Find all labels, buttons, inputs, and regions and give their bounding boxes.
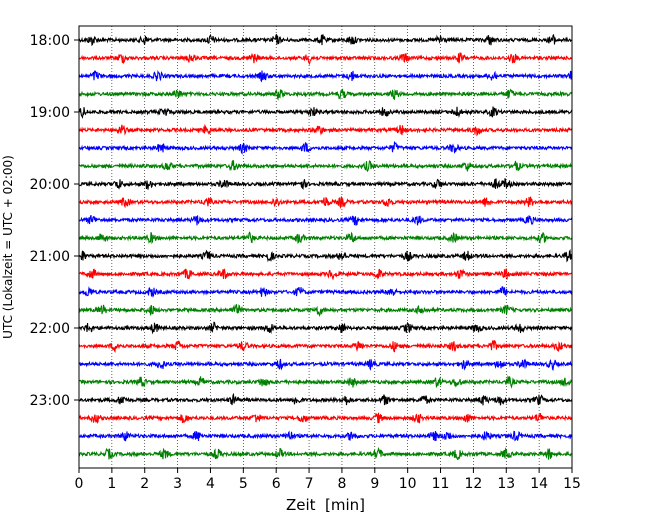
y-tick-label: 19:00 (30, 105, 70, 121)
x-tick-label: 15 (563, 476, 581, 492)
traces-layer (78, 33, 573, 461)
y-tick-label: 22:00 (30, 321, 70, 337)
trace-2030 (78, 214, 573, 226)
x-tick-label: 12 (464, 476, 482, 492)
x-tick-label: 14 (530, 476, 548, 492)
y-axis-label: UTC (Lokalzeit = UTC + 02:00) (1, 155, 15, 339)
trace-1930 (78, 140, 573, 155)
trace-2045 (78, 231, 573, 245)
trace-2330 (78, 430, 573, 442)
x-tick-label: 8 (337, 476, 346, 492)
trace-2000 (78, 177, 573, 190)
trace-1830 (78, 69, 573, 83)
trace-1815 (78, 52, 573, 66)
x-tick-label: 3 (173, 476, 182, 492)
x-tick-label: 10 (399, 476, 417, 492)
y-tick-label: 20:00 (30, 177, 70, 193)
y-tick-label: 21:00 (30, 249, 70, 265)
x-tick-label: 6 (272, 476, 281, 492)
y-tick-label: 23:00 (30, 393, 70, 409)
x-axis-label: Zeit [min] (286, 496, 365, 514)
x-tick-label: 0 (75, 476, 84, 492)
trace-2230 (78, 358, 573, 371)
trace-1800 (78, 33, 573, 47)
x-tick-label: 5 (239, 476, 248, 492)
trace-2115 (78, 268, 573, 280)
x-tick-label: 7 (305, 476, 314, 492)
x-tick-label: 13 (497, 476, 515, 492)
trace-2315 (78, 412, 573, 424)
plot-frame (78, 25, 573, 469)
trace-2215 (78, 339, 573, 353)
trace-2300 (78, 392, 573, 406)
trace-2145 (78, 303, 573, 317)
trace-2245 (78, 374, 573, 389)
x-tick-label: 4 (206, 476, 215, 492)
x-axis: 0 1 2 3 4 5 6 7 8 9 10 11 12 13 14 15 (75, 468, 581, 492)
y-tick-label: 18:00 (30, 33, 70, 49)
x-tick-label: 2 (140, 476, 149, 492)
trace-2345 (78, 446, 573, 461)
x-tick-label: 9 (370, 476, 379, 492)
x-tick-label: 11 (432, 476, 450, 492)
trace-1845 (78, 88, 573, 101)
trace-2100 (78, 249, 573, 263)
trace-1945 (78, 160, 573, 173)
trace-2200 (78, 321, 573, 335)
x-tick-label: 1 (107, 476, 116, 492)
trace-1915 (78, 123, 573, 137)
trace-2015 (78, 196, 573, 210)
y-axis: 18:00 19:00 20:00 21:00 22:00 23:00 (30, 33, 79, 409)
trace-1900 (78, 106, 573, 119)
trace-2130 (78, 286, 573, 298)
